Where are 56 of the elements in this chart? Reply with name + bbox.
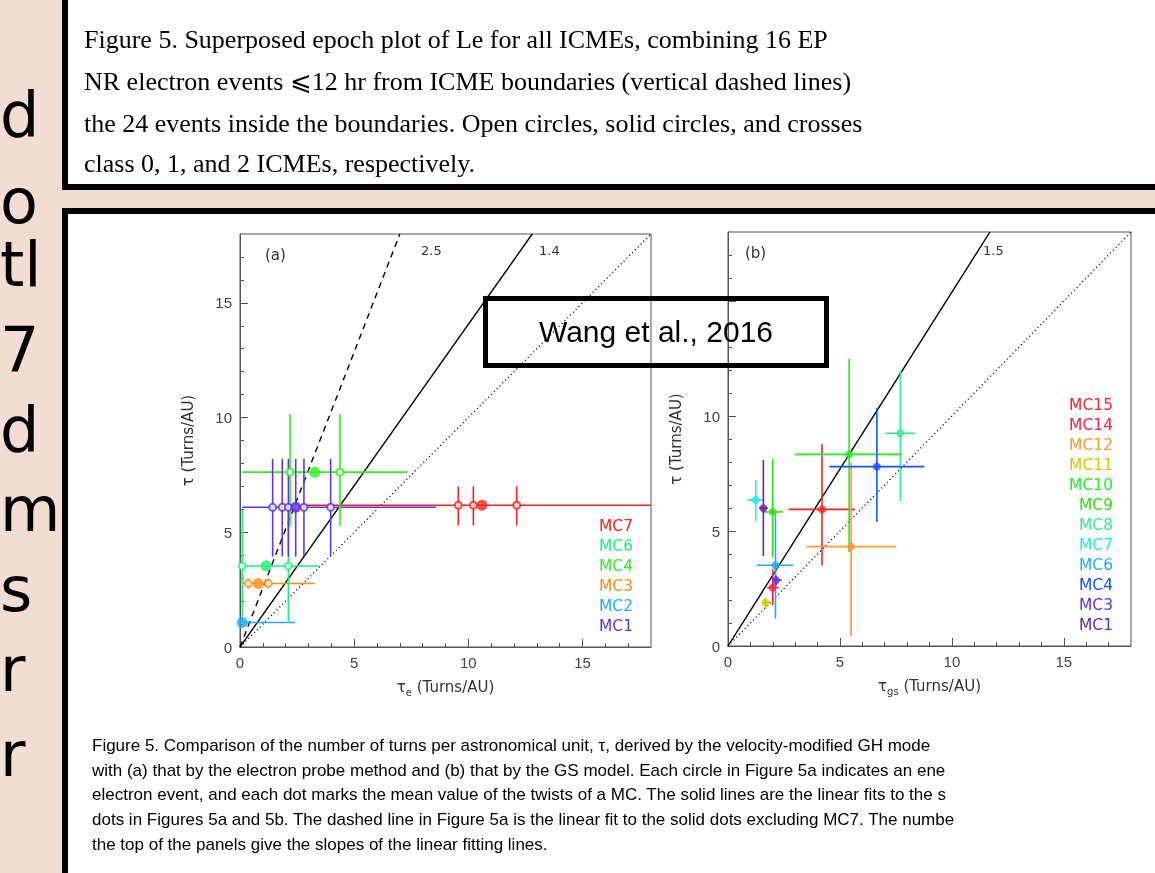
x-tick-label: 0 <box>723 653 733 670</box>
text: MC12 <box>1069 436 1113 454</box>
text: MC4 <box>1078 576 1113 594</box>
x-tick-label: 0 <box>235 654 245 671</box>
y-tick-label: 10 <box>215 409 232 427</box>
y-tick-label: 10 <box>703 407 720 425</box>
y-tick-label: 0 <box>223 638 232 656</box>
text: MC1 <box>598 617 633 635</box>
text: MC3 <box>1078 596 1113 614</box>
x-tick-label: 5 <box>835 653 845 670</box>
text: m <box>0 473 61 546</box>
y-tick-label: 5 <box>711 522 720 540</box>
text: d <box>0 78 40 151</box>
text: MC7 <box>1078 536 1113 554</box>
x-tick-label: 5 <box>349 654 359 671</box>
text: MC8 <box>1078 516 1113 534</box>
y-axis-title: τ (Turns/AU) <box>666 393 685 485</box>
text: MC11 <box>1069 456 1113 474</box>
y-tick-label: 5 <box>223 523 232 541</box>
text: MC10 <box>1069 476 1113 494</box>
text: MC9 <box>1078 496 1113 514</box>
annotation: 1.4 <box>539 243 560 258</box>
text: MC3 <box>598 577 633 595</box>
text: with (a) that by the electron probe method and (b) that by the GS model. Each circle in Figure 5a indicates an ene <box>92 760 946 782</box>
x-tick-label: 15 <box>1055 653 1073 670</box>
text: d <box>0 393 40 466</box>
text: MC2 <box>598 597 633 615</box>
text: MC15 <box>1069 396 1113 414</box>
text: 7 <box>0 313 40 386</box>
caption: Figure 5. Comparison of the number of turns per astronomical unit, τ, derived by the velocity-modified GH mode <box>92 735 931 757</box>
y-axis-title: τ (Turns/AU) <box>178 394 197 487</box>
x-tick-label: 15 <box>574 654 591 671</box>
annotation: 2.5 <box>421 243 442 258</box>
text: (a) <box>265 245 286 264</box>
text: dots in Figures 5a and 5b. The dashed line in Figure 5a is the linear fit to the solid dots excluding MC7. The numbe <box>92 809 955 831</box>
text: the 24 events inside the boundaries. Open circles, solid circles, and crosses <box>84 109 863 139</box>
x-tick-label: 10 <box>459 654 477 671</box>
text: NR electron events ⩽12 hr from ICME boundaries (vertical dashed lines) <box>84 67 852 97</box>
text: MC6 <box>598 537 633 555</box>
text: the top of the panels give the slopes of the linear fitting lines. <box>92 834 548 856</box>
text: (b) <box>745 243 767 262</box>
caption: Figure 5. Superposed epoch plot of Le for all ICMEs, combining 16 EP <box>84 25 828 55</box>
text: MC4 <box>598 557 633 575</box>
y-tick-label: 0 <box>711 637 720 655</box>
text: class 0, 1, and 2 ICMEs, respectively. <box>84 149 476 179</box>
y-tick-label: 15 <box>215 294 232 312</box>
text: r <box>0 633 26 706</box>
annotation: 1.5 <box>983 243 1004 258</box>
text: r <box>0 718 26 791</box>
text: MC7 <box>598 517 633 535</box>
text: MC14 <box>1069 416 1113 434</box>
text: MC6 <box>1078 556 1113 574</box>
x-tick-label: 10 <box>943 653 961 670</box>
text: MC1 <box>1078 616 1113 634</box>
text: electron event, and each dot marks the mean value of the twists of a MC. The solid lines are the linear fits to the s <box>92 784 946 806</box>
text: s <box>0 553 33 626</box>
